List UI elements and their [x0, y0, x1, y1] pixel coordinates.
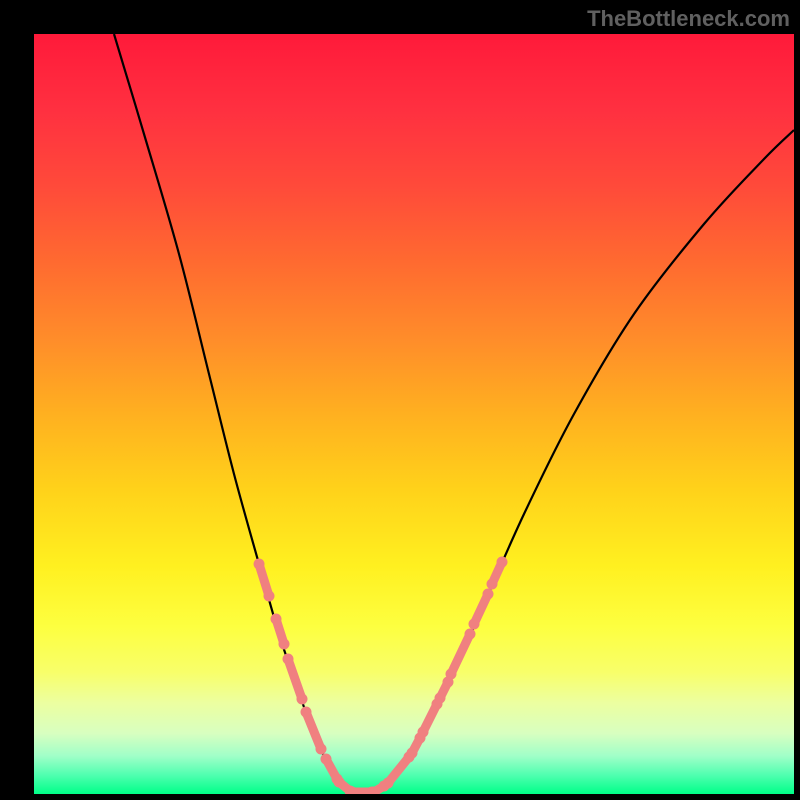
plot-area — [34, 34, 794, 794]
curve-layer — [34, 34, 794, 794]
curve-left-branch — [114, 34, 350, 792]
highlight-segments — [254, 557, 508, 795]
curve-right-branch — [374, 130, 794, 792]
watermark-text: TheBottleneck.com — [587, 6, 790, 32]
chart-container: TheBottleneck.com — [0, 0, 800, 800]
